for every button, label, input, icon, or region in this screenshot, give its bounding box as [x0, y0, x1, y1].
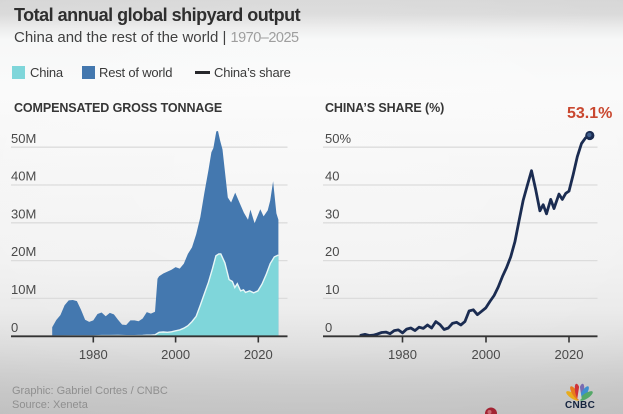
svg-text:40: 40	[325, 169, 339, 184]
svg-text:50%: 50%	[325, 131, 351, 146]
svg-text:2000: 2000	[472, 347, 501, 362]
svg-text:10M: 10M	[11, 282, 36, 297]
svg-text:0: 0	[325, 320, 332, 335]
svg-text:2000: 2000	[161, 347, 190, 362]
svg-text:50M: 50M	[11, 131, 36, 146]
svg-text:20M: 20M	[11, 244, 36, 259]
svg-text:2020: 2020	[244, 347, 273, 362]
svg-text:30: 30	[325, 206, 339, 221]
svg-text:2020: 2020	[555, 347, 584, 362]
svg-text:30M: 30M	[11, 206, 36, 221]
svg-text:1980: 1980	[388, 347, 417, 362]
svg-text:0: 0	[11, 320, 18, 335]
svg-text:10: 10	[325, 282, 339, 297]
svg-text:20: 20	[325, 244, 339, 259]
svg-text:40M: 40M	[11, 169, 36, 184]
svg-text:1980: 1980	[79, 347, 108, 362]
